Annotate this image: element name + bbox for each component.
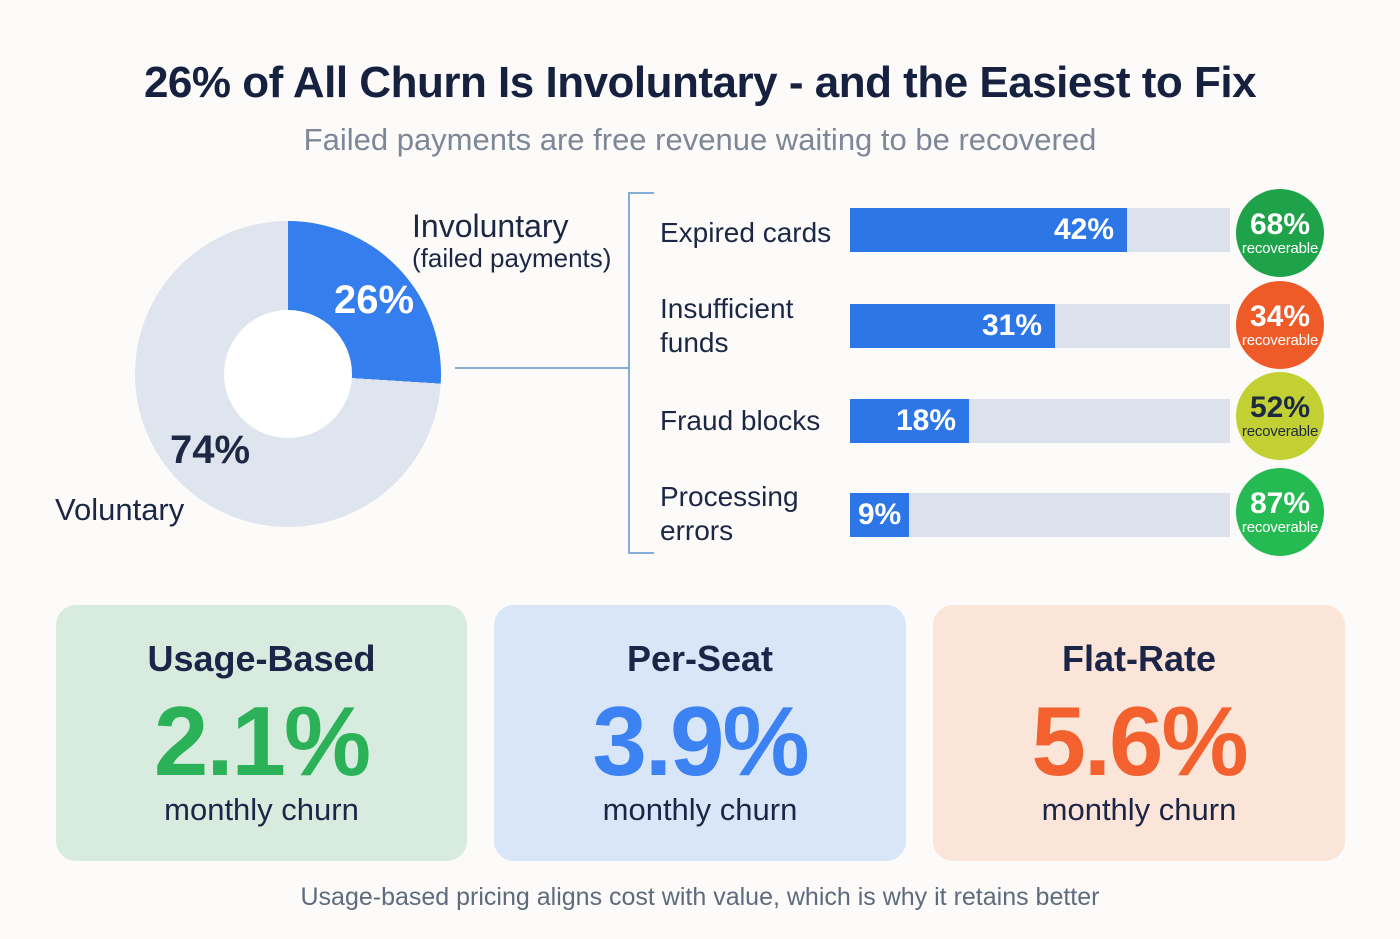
bar-fill: 18% [850,399,969,443]
bar-value: 9% [857,498,902,531]
bracket-line [628,192,630,554]
page-subtitle: Failed payments are free revenue waiting… [303,122,1097,157]
badge-caption: recoverable [1241,239,1319,257]
bar-label: Fraud blocks [660,405,821,436]
card-value: 5.6% [1031,686,1248,796]
bar-track: 31% [850,304,1230,348]
donut-involuntary-label: Involuntary [412,208,569,244]
bar-value: 42% [1053,213,1114,246]
donut-involuntary-sublabel: (failed payments) [412,243,612,273]
recoverable-badge: 52% recoverable [1236,372,1324,460]
bar-track: 42% [850,208,1230,252]
bracket-top-tick [628,192,654,194]
badge-percent: 52% [1249,390,1311,424]
card-title: Per-Seat [626,638,774,679]
card-title: Usage-Based [147,638,376,679]
bar-label: Insufficient funds [660,293,794,358]
bracket-bottom-tick [628,552,654,554]
donut-voluntary-label: Voluntary [55,492,185,527]
badge-caption: recoverable [1241,422,1319,440]
page-title: 26% of All Churn Is Involuntary - and th… [143,58,1257,107]
card-caption: monthly churn [1041,792,1237,827]
bar-fill: 9% [850,493,909,537]
badge-percent: 87% [1249,486,1311,520]
card-caption: monthly churn [164,792,359,827]
recoverable-badge: 34% recoverable [1236,281,1324,369]
footer-note: Usage-based pricing aligns cost with val… [300,883,1100,911]
card-value: 2.1% [153,686,371,796]
bar-label: Expired cards [660,217,832,248]
badge-caption: recoverable [1241,331,1319,349]
donut-involuntary-value: 26% [333,278,415,322]
pricing-card-usage-based: Usage-Based 2.1% monthly churn [56,605,467,861]
recoverable-badge: 68% recoverable [1236,189,1324,277]
bar-value: 18% [895,404,956,437]
pricing-card-per-seat: Per-Seat 3.9% monthly churn [494,605,906,861]
donut-voluntary-value: 74% [169,428,251,472]
recoverable-badge: 87% recoverable [1236,468,1324,556]
donut-connector-line [455,367,630,369]
bar-value: 31% [981,309,1042,342]
badge-caption: recoverable [1241,518,1319,536]
bar-track: 18% [850,399,1230,443]
card-value: 3.9% [592,686,809,796]
bar-fill: 31% [850,304,1055,348]
pricing-card-flat-rate: Flat-Rate 5.6% monthly churn [933,605,1345,861]
badge-percent: 68% [1249,207,1311,241]
churn-donut-chart [135,221,441,527]
bar-fill: 42% [850,208,1127,252]
bar-track: 9% [850,493,1230,537]
bar-label: Processing errors [660,481,799,546]
card-caption: monthly churn [602,792,798,827]
card-title: Flat-Rate [1061,638,1217,679]
badge-percent: 34% [1249,299,1311,333]
